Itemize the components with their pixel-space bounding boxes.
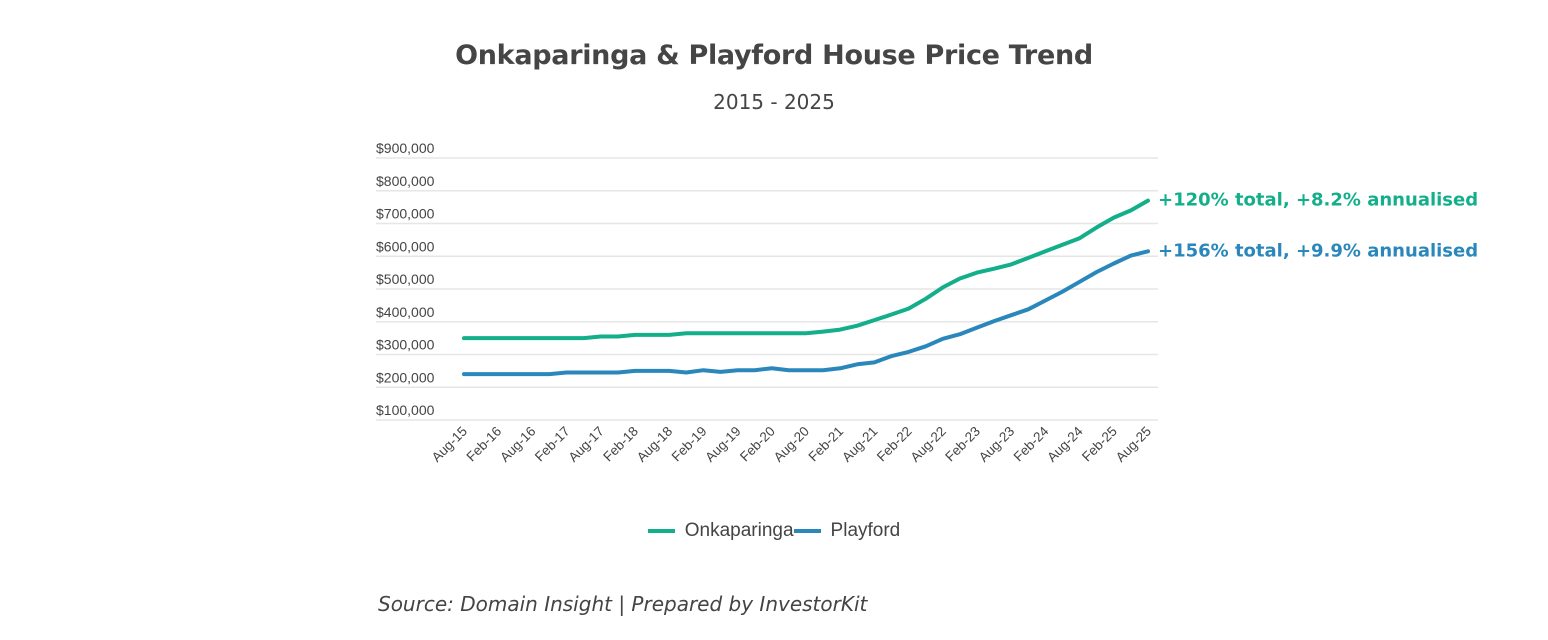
y-tick-label: $700,000 [376, 206, 435, 222]
series-annotations: +120% total, +8.2% annualised +156% total… [1158, 190, 1478, 262]
x-tick-label: Feb-17 [532, 424, 573, 465]
y-tick-label: $900,000 [376, 140, 435, 156]
legend-item-onkaparinga[interactable]: Onkaparinga [647, 520, 794, 542]
x-tick-label: Aug-24 [1044, 423, 1086, 465]
legend-item-playford[interactable]: Playford [793, 520, 901, 542]
x-tick-label: Feb-18 [600, 424, 641, 465]
x-tick-label: Feb-21 [805, 424, 846, 465]
series-line-onkaparinga [462, 198, 1150, 341]
x-tick-label: Aug-17 [566, 424, 607, 465]
y-tick-label: $300,000 [376, 337, 435, 353]
y-tick-label: $500,000 [376, 271, 435, 287]
chart-title: Onkaparinga & Playford House Price Trend [455, 40, 1093, 71]
x-tick-label: Feb-23 [942, 424, 983, 465]
x-tick-label: Feb-22 [874, 424, 915, 465]
x-tick-label: Aug-19 [702, 424, 743, 465]
x-tick-label: Feb-16 [463, 424, 504, 465]
x-tick-label: Aug-18 [634, 424, 675, 465]
x-axis-ticks: Aug-15Feb-16Aug-16Feb-17Aug-17Feb-18Aug-… [429, 423, 1154, 465]
x-tick-label: Aug-21 [839, 424, 880, 465]
legend-label-playford: Playford [830, 520, 901, 541]
legend: Onkaparinga Playford [0, 520, 1548, 542]
x-tick-label: Aug-25 [1113, 424, 1154, 465]
x-tick-label: Aug-22 [908, 424, 949, 465]
chart-subtitle: 2015 - 2025 [713, 90, 835, 114]
y-tick-label: $200,000 [376, 369, 435, 385]
legend-label-onkaparinga: Onkaparinga [684, 520, 794, 541]
y-tick-label: $800,000 [376, 173, 435, 189]
y-tick-label: $400,000 [376, 304, 435, 320]
y-tick-label: $100,000 [376, 402, 435, 418]
series-lines [462, 198, 1150, 377]
annotation-onkaparinga: +120% total, +8.2% annualised [1158, 190, 1478, 211]
legend-swatch-playford [793, 529, 821, 533]
series-line-playford [462, 249, 1150, 377]
x-tick-label: Feb-24 [1011, 423, 1052, 464]
x-tick-label: Aug-16 [497, 424, 538, 465]
x-tick-label: Aug-20 [771, 424, 812, 465]
y-tick-label: $600,000 [376, 238, 435, 254]
legend-swatch-onkaparinga [647, 529, 675, 533]
x-tick-label: Aug-23 [976, 424, 1017, 465]
y-axis-ticks: $900,000 $800,000 $700,000 $600,000 $500,000… [376, 140, 435, 418]
x-tick-label: Aug-15 [429, 424, 470, 465]
x-tick-label: Feb-25 [1079, 424, 1120, 465]
x-tick-label: Feb-20 [737, 424, 778, 465]
gridlines [376, 157, 1158, 421]
x-tick-label: Feb-19 [669, 424, 710, 465]
annotation-playford: +156% total, +9.9% annualised [1158, 240, 1478, 261]
source-note: Source: Domain Insight | Prepared by Inv… [378, 592, 868, 616]
